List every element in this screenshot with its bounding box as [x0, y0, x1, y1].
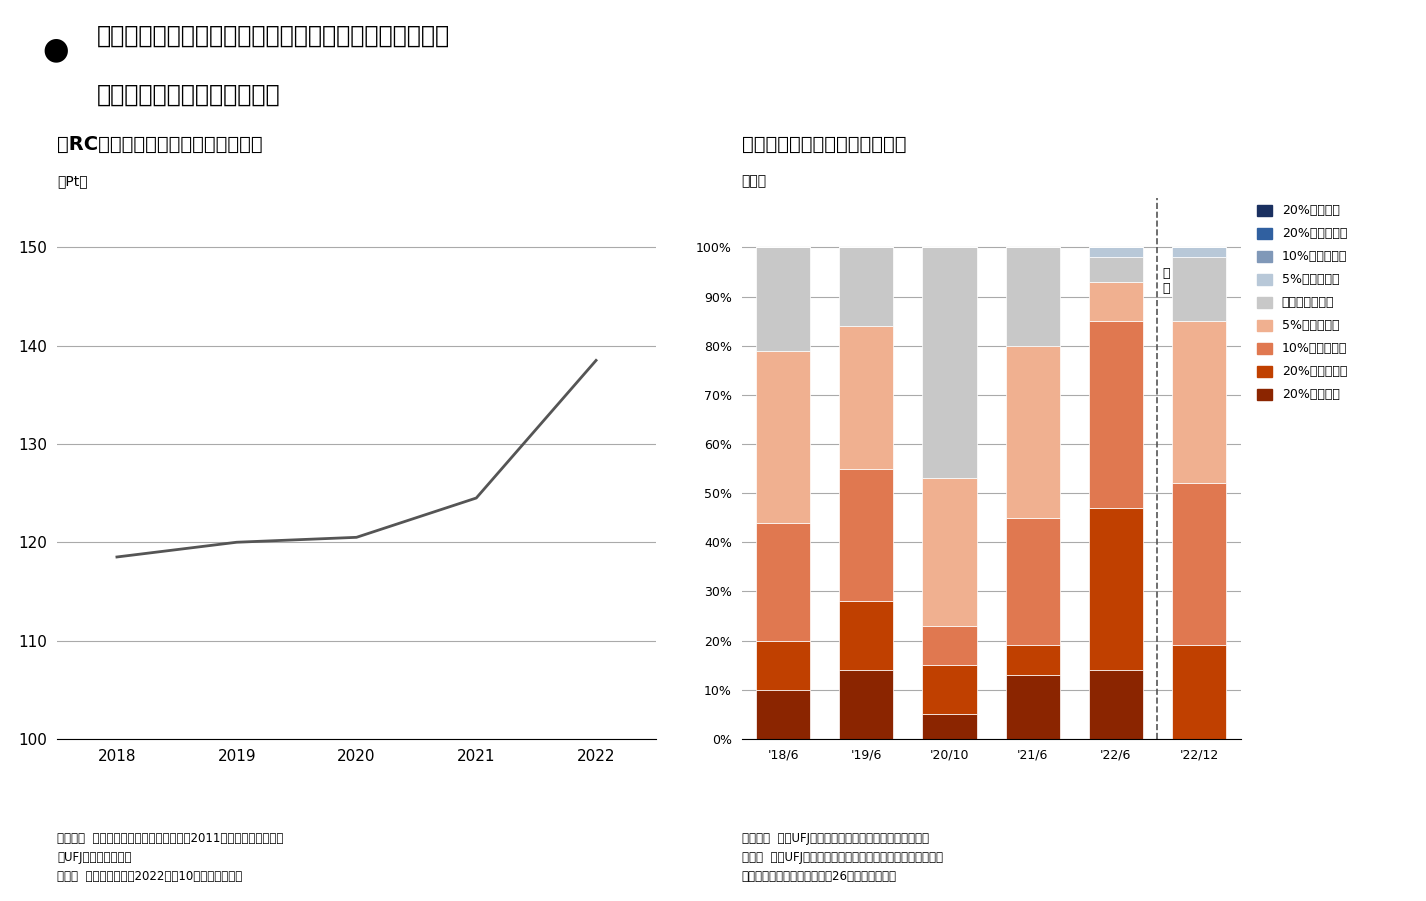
Bar — [923, 248, 977, 478]
Bar — [840, 601, 893, 670]
Bar — [840, 326, 893, 469]
Bar — [1089, 257, 1142, 282]
Bar — [1089, 508, 1142, 670]
Bar — [756, 248, 810, 350]
Text: 【RC造マンションの工事原価指数】: 【RC造マンションの工事原価指数】 — [57, 134, 262, 153]
Bar — [923, 665, 977, 714]
Bar — [756, 523, 810, 641]
Text: 予
測: 予 測 — [1162, 267, 1169, 295]
Bar — [1005, 675, 1060, 739]
Bar — [1172, 257, 1226, 321]
Bar — [1005, 346, 1060, 518]
Bar — [1089, 248, 1142, 257]
Bar — [1005, 248, 1060, 346]
Bar — [840, 670, 893, 739]
Bar — [1172, 645, 1226, 739]
Text: （出所）  建設物価調査会「建築費指数（2011年基準）」を基に三
菱UFJ信託銀行が作成
（注）  東京都の数値。2022年は10月の数値を採用: （出所） 建設物価調査会「建築費指数（2011年基準）」を基に三 菱UFJ信託銀… — [57, 832, 284, 883]
Bar — [1172, 248, 1226, 257]
Bar — [756, 350, 810, 523]
Bar — [756, 641, 810, 689]
Text: （Pt）: （Pt） — [57, 174, 87, 187]
Bar — [840, 469, 893, 601]
Bar — [1172, 321, 1226, 483]
Bar — [840, 248, 893, 326]
Legend: 20%超の下落, 20%以内の下落, 10%以内の下落, 5%以内の下落, ほぼ変わらない, 5%以内の上昇, 10%以内の上昇, 20%以内の上昇, 20%超: 20%超の下落, 20%以内の下落, 10%以内の下落, 5%以内の下落, ほぼ… — [1256, 205, 1348, 402]
Bar — [923, 626, 977, 665]
Bar — [1005, 518, 1060, 645]
Bar — [1172, 483, 1226, 645]
Text: 当面は尾を引く可能性が高い: 当面は尾を引く可能性が高い — [97, 83, 281, 106]
Text: （出所）  三菱UFJ信託銀行「不動産デベロッパー調査」
（注）  三菱UFJ信託銀行の不動産事業で取引関係のある不動
産アセットマネジメント会社26社の回答を: （出所） 三菱UFJ信託銀行「不動産デベロッパー調査」 （注） 三菱UFJ信託銀… — [742, 832, 943, 883]
Bar — [1089, 321, 1142, 508]
Bar — [1089, 670, 1142, 739]
Text: ●: ● — [43, 35, 68, 65]
Bar — [923, 714, 977, 739]
Text: 【マンション用地価格の動向】: 【マンション用地価格の動向】 — [742, 134, 906, 153]
Text: （％）: （％） — [742, 174, 767, 187]
Bar — [923, 478, 977, 626]
Bar — [1089, 282, 1142, 321]
Bar — [756, 689, 810, 739]
Text: 建物の建築費用、用地取得費用ともに上昇傾向にあり、: 建物の建築費用、用地取得費用ともに上昇傾向にあり、 — [97, 23, 451, 48]
Bar — [1005, 645, 1060, 675]
